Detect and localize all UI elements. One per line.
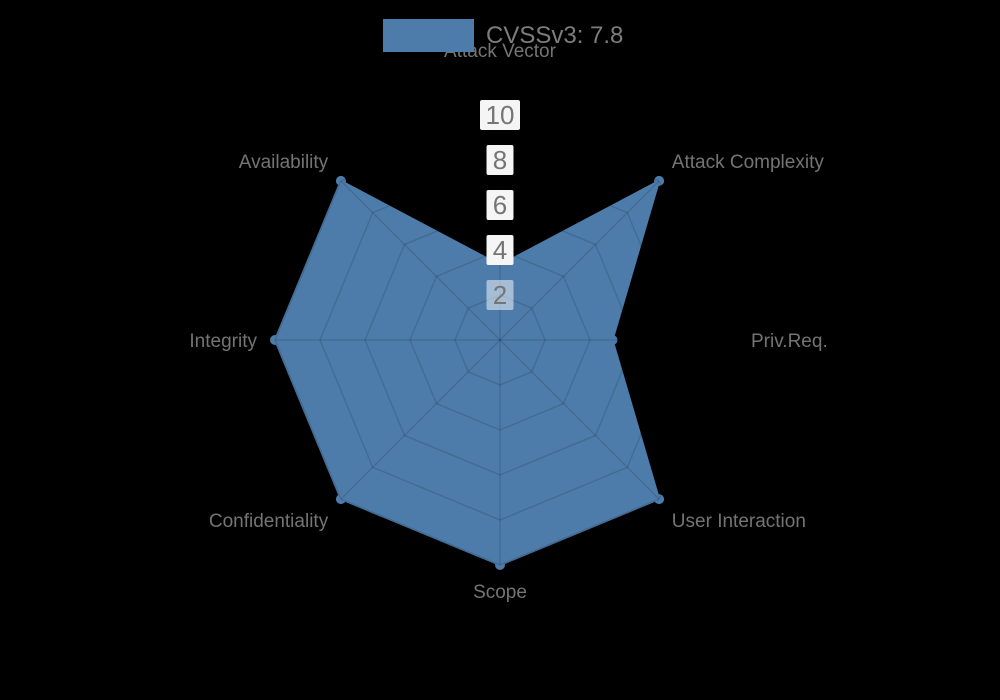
axis-label-user-interaction: User Interaction xyxy=(672,511,806,532)
grid-spoke-confidentiality xyxy=(340,339,501,500)
tick-box-6 xyxy=(486,190,514,220)
tick-label-6: 6 xyxy=(493,190,507,220)
tick-label-10: 10 xyxy=(486,100,515,130)
axis-label-priv-req: Priv.Req. xyxy=(751,331,828,352)
legend-label: CVSSv3: 7.8 xyxy=(486,22,624,49)
legend-swatch-icon xyxy=(383,19,474,52)
tick-box-2 xyxy=(486,280,514,310)
tick-box-4 xyxy=(486,235,514,265)
grid-spoke-availability xyxy=(340,180,501,341)
tick-label-8: 8 xyxy=(493,145,507,175)
vertex-markers xyxy=(270,175,665,570)
vertex-marker-scope[interactable] xyxy=(495,560,505,570)
legend-item-cvssv3[interactable]: CVSSv3: 7.8 xyxy=(383,19,623,52)
grid-spoke-user-interaction xyxy=(499,339,660,500)
legend: CVSSv3: 7.8 xyxy=(383,19,623,52)
grid-ring-4 xyxy=(409,249,591,431)
vertex-marker-attack-complexity[interactable] xyxy=(654,175,665,186)
vertex-marker-integrity[interactable] xyxy=(270,335,280,345)
radar-grid xyxy=(274,114,726,566)
axis-label-scope: Scope xyxy=(473,582,527,603)
tick-box-10 xyxy=(480,100,520,130)
tick-label-2: 2 xyxy=(493,280,507,310)
grid-ring-2 xyxy=(454,294,546,386)
vertex-marker-availability[interactable] xyxy=(335,175,346,186)
axis-label-confidentiality: Confidentiality xyxy=(209,511,329,532)
vertex-marker-user-interaction[interactable] xyxy=(654,494,665,505)
vertex-marker-priv-req[interactable] xyxy=(607,335,618,345)
vertex-marker-confidentiality[interactable] xyxy=(335,494,346,505)
tick-label-4: 4 xyxy=(493,235,507,265)
axis-label-attack-complexity: Attack Complexity xyxy=(672,152,825,173)
tick-box-8 xyxy=(486,145,514,175)
axis-label-availability: Availability xyxy=(239,152,329,173)
grid-ring-10 xyxy=(274,114,726,566)
grid-ring-8 xyxy=(319,159,681,521)
radial-ticks: 2 4 6 8 10 xyxy=(480,100,520,310)
axis-label-integrity: Integrity xyxy=(189,331,257,352)
grid-ring-6 xyxy=(364,204,636,476)
grid-spoke-attack-complexity xyxy=(499,180,660,341)
